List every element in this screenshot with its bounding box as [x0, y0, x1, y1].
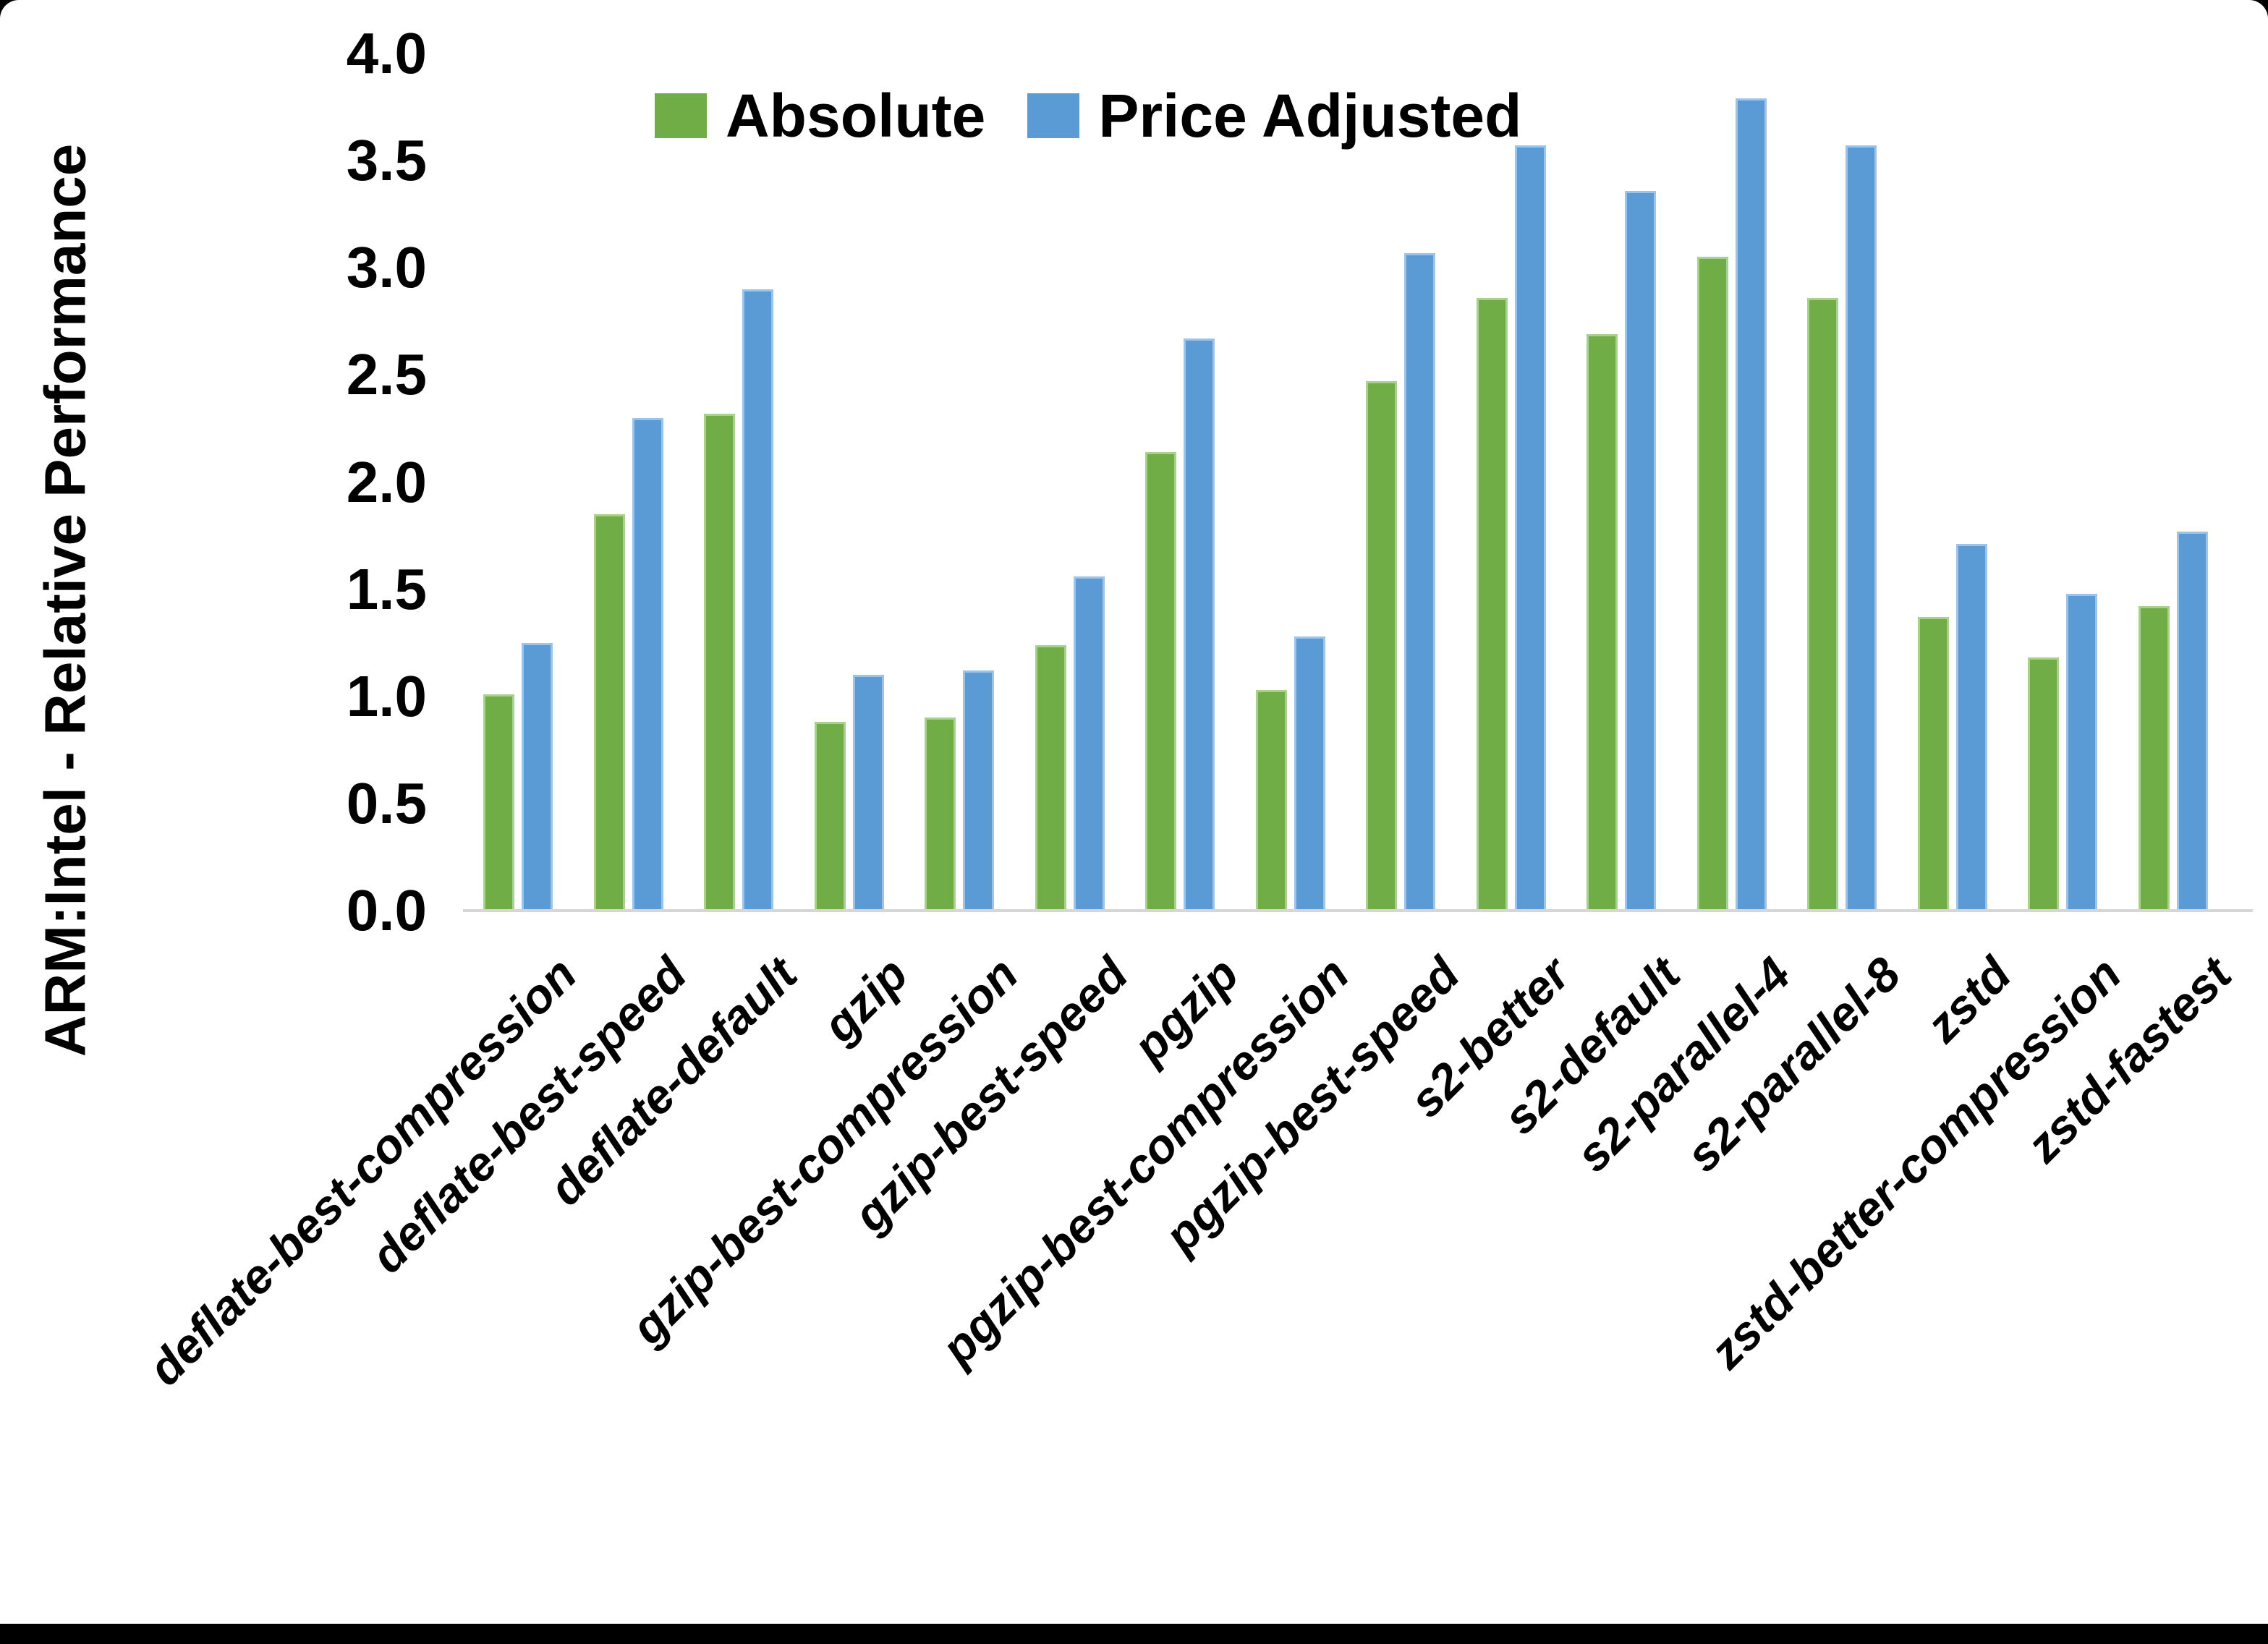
- bar-group-s2-better: [1476, 54, 1546, 911]
- x-axis-line: [463, 909, 2253, 912]
- y-tick-label: 0.0: [346, 878, 427, 942]
- bar-price-adjusted-gzip-best-speed: [1073, 576, 1105, 911]
- bar-absolute-zstd-fastest: [2139, 606, 2170, 911]
- bar-group-pgzip-best-speed: [1366, 54, 1436, 911]
- bar-group-deflate-default: [704, 54, 774, 911]
- bar-price-adjusted-deflate-best-compression: [522, 642, 553, 911]
- bar-price-adjusted-s2-default: [1625, 190, 1657, 911]
- bar-absolute-deflate-best-speed: [593, 514, 625, 911]
- bottom-frame-bar: [0, 1624, 2268, 1634]
- bar-absolute-deflate-best-compression: [483, 694, 514, 911]
- bar-group-s2-parallel-8: [1807, 54, 1877, 911]
- y-tick-label: 3.5: [346, 128, 427, 193]
- y-tick-label: 0.5: [346, 770, 427, 835]
- bar-absolute-gzip-best-compression: [925, 717, 956, 911]
- bar-group-deflate-best-speed: [593, 54, 663, 911]
- bar-group-zstd: [1917, 54, 1987, 911]
- y-axis-title: ARM:Intel - Relative Performance: [33, 143, 98, 1057]
- y-tick-label: 2.0: [346, 449, 427, 514]
- bar-group-pgzip-best-compression: [1255, 54, 1325, 911]
- bar-group-zstd-better-compression: [2028, 54, 2098, 911]
- bar-absolute-gzip: [814, 722, 846, 911]
- bar-group-gzip-best-speed: [1035, 54, 1105, 911]
- bar-group-gzip: [814, 54, 884, 911]
- bar-group-s2-default: [1587, 54, 1657, 911]
- bar-absolute-deflate-default: [704, 413, 736, 911]
- bar-absolute-zstd: [1917, 617, 1949, 911]
- legend-label: Absolute: [726, 82, 986, 150]
- bar-absolute-pgzip-best-speed: [1366, 381, 1398, 911]
- bar-group-gzip-best-compression: [925, 54, 995, 911]
- y-axis-title-wrap: ARM:Intel - Relative Performance: [22, 51, 109, 1150]
- bar-price-adjusted-zstd: [1955, 544, 1987, 911]
- y-tick-label: 4.0: [346, 21, 427, 85]
- bar-absolute-pgzip-best-compression: [1255, 689, 1287, 911]
- bar-price-adjusted-zstd-better-compression: [2066, 593, 2098, 911]
- bar-price-adjusted-s2-better: [1514, 145, 1546, 911]
- bar-price-adjusted-zstd-fastest: [2177, 531, 2208, 911]
- bar-price-adjusted-s2-parallel-8: [1846, 145, 1877, 911]
- legend-swatch-icon: [1027, 93, 1080, 138]
- bar-absolute-s2-parallel-4: [1696, 257, 1728, 911]
- y-tick-label: 1.5: [346, 556, 427, 621]
- bar-price-adjusted-pgzip-best-speed: [1404, 252, 1436, 911]
- bar-price-adjusted-s2-parallel-4: [1735, 98, 1767, 911]
- bar-price-adjusted-deflate-best-speed: [632, 417, 663, 911]
- bar-group-zstd-fastest: [2139, 54, 2208, 911]
- x-tick-label-gzip: gzip: [812, 947, 918, 1052]
- bar-price-adjusted-deflate-default: [742, 289, 774, 911]
- bar-price-adjusted-pgzip: [1184, 338, 1215, 911]
- bar-price-adjusted-pgzip-best-compression: [1294, 636, 1325, 911]
- legend-swatch-icon: [655, 93, 707, 138]
- plot-area: [463, 54, 2250, 911]
- legend-item-absolute: Absolute: [655, 85, 985, 146]
- bar-group-deflate-best-compression: [483, 54, 553, 911]
- legend-item-price-adjusted: Price Adjusted: [1027, 85, 1521, 146]
- bar-price-adjusted-gzip: [852, 675, 884, 911]
- bar-absolute-s2-better: [1476, 297, 1508, 911]
- bar-group-pgzip: [1145, 54, 1215, 911]
- y-tick-label: 1.0: [346, 663, 427, 728]
- bar-absolute-s2-default: [1587, 334, 1618, 911]
- legend: Absolute Price Adjusted: [655, 85, 1521, 146]
- bar-price-adjusted-gzip-best-compression: [963, 670, 995, 911]
- bar-absolute-s2-parallel-8: [1807, 297, 1839, 911]
- bar-group-s2-parallel-4: [1696, 54, 1767, 911]
- bar-absolute-zstd-better-compression: [2028, 657, 2060, 911]
- y-tick-label: 3.0: [346, 235, 427, 300]
- bar-absolute-pgzip: [1145, 452, 1177, 911]
- legend-label: Price Adjusted: [1098, 82, 1522, 150]
- x-tick-label-deflate-best-compression: deflate-best-compression: [137, 947, 587, 1396]
- y-tick-label: 2.5: [346, 342, 427, 407]
- bar-absolute-gzip-best-speed: [1035, 644, 1066, 911]
